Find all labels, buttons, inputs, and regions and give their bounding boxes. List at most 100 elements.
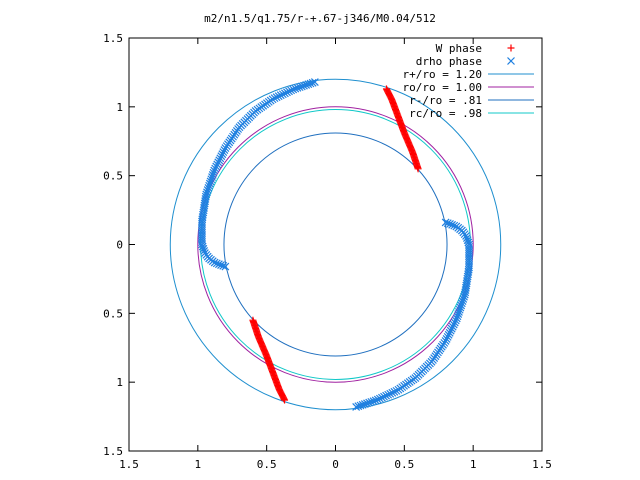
drho-phase-point xyxy=(199,244,208,253)
drho-phase-point xyxy=(208,170,217,179)
drho-phase-point xyxy=(211,164,220,173)
drho-phase-point xyxy=(452,222,461,231)
legend-label: r+/ro = 1.20 xyxy=(403,68,482,81)
circle-r+ xyxy=(169,78,502,411)
drho-phase-point xyxy=(375,394,384,403)
drho-phase-point xyxy=(449,320,458,329)
drho-phase-point xyxy=(205,179,214,188)
drho-phase-point xyxy=(441,218,450,227)
drho-phase-point xyxy=(358,400,367,409)
drho-phase-point xyxy=(447,324,456,333)
y-tick-label: 1 xyxy=(116,101,123,114)
drho-phase-point xyxy=(465,240,473,249)
drho-phase-point xyxy=(360,400,369,408)
drho-phase-point xyxy=(212,259,221,268)
drho-phase-point xyxy=(445,328,454,337)
drho-phase-point xyxy=(221,144,230,152)
drho-phase-point xyxy=(382,391,391,400)
drho-phase-point xyxy=(456,303,465,312)
drho-phase-point xyxy=(208,173,216,182)
drho-phase-point xyxy=(300,81,308,90)
legend-marker xyxy=(507,44,515,52)
drho-phase-point xyxy=(308,78,317,87)
y-tick-label: 1 xyxy=(116,376,123,389)
y-tick-label: 0.5 xyxy=(103,170,123,183)
drho-phase-point xyxy=(446,220,454,228)
drho-phase-point xyxy=(352,403,361,411)
circle-r- xyxy=(223,132,448,357)
drho-phase-point xyxy=(285,87,293,96)
legend-label: drho phase xyxy=(416,55,482,68)
drho-phase-point xyxy=(441,337,450,345)
drho-phase-point xyxy=(209,168,218,177)
drho-phase-point xyxy=(293,83,302,92)
drho-phase-point xyxy=(289,85,298,94)
drho-phase-point xyxy=(442,334,451,343)
drho-phase-point xyxy=(371,396,380,405)
drho-phase-point xyxy=(450,318,459,327)
drho-phase-point xyxy=(203,188,211,197)
drho-phase-point xyxy=(218,150,227,159)
drho-phase-point xyxy=(200,247,209,255)
drho-phase-point xyxy=(304,80,313,89)
drho-phase-point xyxy=(291,84,300,93)
circle-ro xyxy=(197,106,474,383)
drho-phase-point xyxy=(204,184,213,192)
legend-label: W phase xyxy=(436,42,482,55)
y-tick-label: 1.5 xyxy=(103,445,123,458)
drho-phase-point xyxy=(205,181,214,190)
drho-phase-point xyxy=(455,307,463,316)
drho-phase-point xyxy=(369,397,378,406)
drho-phase-point xyxy=(214,260,223,269)
drho-phase-point xyxy=(460,292,468,301)
y-tick-label: 0 xyxy=(116,239,123,252)
drho-phase-point xyxy=(214,158,223,167)
drho-phase-point xyxy=(219,148,228,157)
drho-phase-point xyxy=(453,312,462,321)
drho-phase-point xyxy=(207,175,216,184)
w-phase-point xyxy=(414,165,422,173)
drho-phase-point xyxy=(459,294,468,303)
drho-phase-point xyxy=(452,314,461,323)
drho-phase-point xyxy=(448,322,457,331)
drho-phase-point xyxy=(354,402,363,411)
circle-rc xyxy=(200,109,471,380)
drho-phase-point xyxy=(278,90,287,99)
legend-marker xyxy=(507,57,515,65)
drho-phase-point xyxy=(283,88,291,97)
drho-phase-point xyxy=(221,262,230,271)
drho-phase-point xyxy=(272,93,281,102)
drho-phase-point xyxy=(464,238,473,247)
x-tick-label: 0.5 xyxy=(257,458,277,471)
drho-phase-point xyxy=(365,398,374,407)
drho-phase-point xyxy=(217,152,226,161)
drho-phase-point xyxy=(215,156,224,165)
x-tick-label: 1 xyxy=(195,458,202,471)
drho-phase-point xyxy=(295,83,304,92)
drho-phase-point xyxy=(373,395,382,404)
circles-layer xyxy=(169,78,502,411)
legend-label: rc/ro = .98 xyxy=(409,107,482,120)
drho-phase-point xyxy=(378,393,386,402)
chart-title: m2/n1.5/q1.75/r-+.67-j346/M0.04/512 xyxy=(204,12,436,25)
drho-phase-point xyxy=(274,92,283,101)
ticks-layer: 1.5 1 0.5 0 0.5 1 1.51.510.500.511.5 xyxy=(103,32,552,471)
drho-phase-point xyxy=(380,392,388,401)
legend-label: r-/ro = .81 xyxy=(409,94,482,107)
points-layer xyxy=(198,78,473,411)
drho-phase-point xyxy=(384,390,393,399)
drho-phase-point xyxy=(302,81,311,89)
drho-phase-point xyxy=(386,389,395,398)
drho-phase-point xyxy=(455,305,464,314)
drho-phase-point xyxy=(367,397,376,406)
drho-phase-point xyxy=(310,78,319,86)
drho-phase-point xyxy=(216,154,225,163)
x-tick-label: 0 xyxy=(332,458,339,471)
drho-phase-point xyxy=(280,89,289,98)
drho-phase-point xyxy=(450,221,459,230)
drho-phase-point xyxy=(287,86,296,95)
drho-phase-point xyxy=(306,79,315,88)
drho-phase-point xyxy=(276,91,285,100)
x-tick-label: 0.5 xyxy=(394,458,414,471)
